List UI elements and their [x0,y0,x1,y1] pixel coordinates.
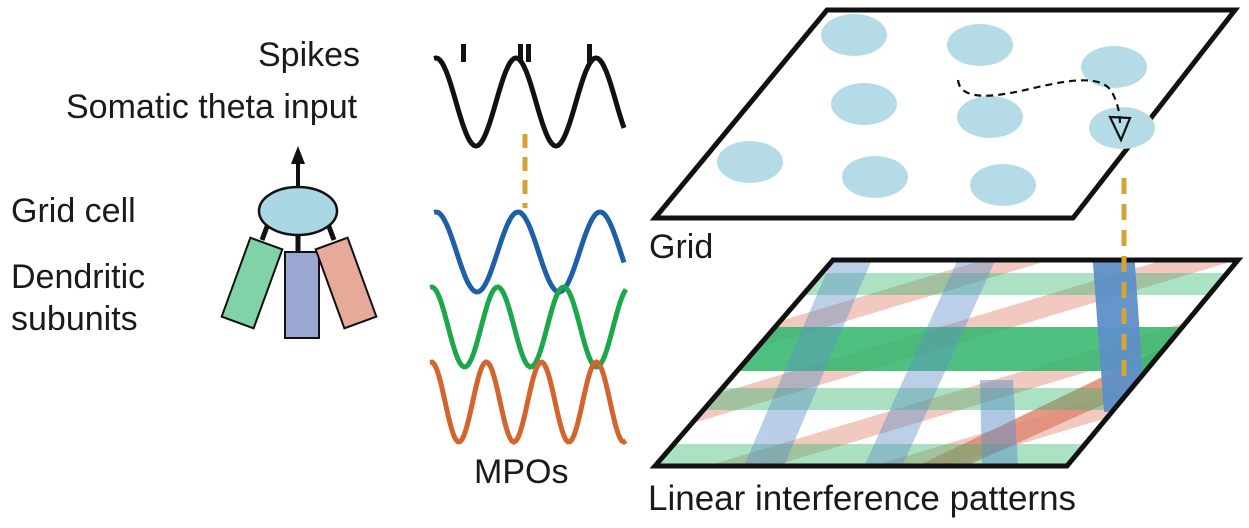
grid-field [717,141,783,183]
dendritic-subunit-red [314,236,378,330]
label-mpos: MPOs [474,453,568,491]
output-arrowhead [291,146,305,164]
label-somatic-theta-input: Somatic theta input [66,88,358,126]
grid-field [842,156,908,198]
grid-plane [649,7,1241,221]
band-blue [980,380,1018,466]
label-grid: Grid [649,228,713,266]
band-blue [738,260,876,466]
band-blue-strong [1092,260,1145,412]
label-grid-cell: Grid cell [11,192,136,230]
band-blue [858,260,1000,466]
spike-tick [587,44,592,62]
mpo-wave-blue [433,209,627,295]
grid-field [947,24,1013,66]
spike-raster [461,44,592,62]
band-green [655,388,1238,410]
label-dendritic: Dendritic [11,258,145,296]
grid-plane-outline [649,7,1241,221]
label-linear-interference-patterns: Linear interference patterns [648,479,1076,518]
dendritic-subunit-blue [284,251,320,339]
grid-field [957,96,1023,138]
grid-field [1081,46,1147,88]
label-subunits: subunits [11,300,138,338]
interference-plane-outline [649,257,1244,469]
mpo-wave-orange [429,359,628,445]
grid-field [831,83,897,125]
animal-trajectory [956,79,1122,125]
grid-field [1089,107,1155,149]
dendritic-subunit-green [220,236,284,330]
label-spikes: Spikes [258,36,360,74]
grid-field [821,14,887,56]
spike-tick [526,44,531,62]
trajectory-arrowhead [1108,115,1132,143]
spike-tick [518,44,523,62]
neuron-schematic [220,146,378,339]
grid-cell-soma [257,185,339,237]
grid-field [970,164,1036,206]
spike-tick [461,44,466,62]
mpo-wave-green [429,284,629,370]
somatic-theta-wave [433,55,627,149]
band-green [655,444,1238,466]
